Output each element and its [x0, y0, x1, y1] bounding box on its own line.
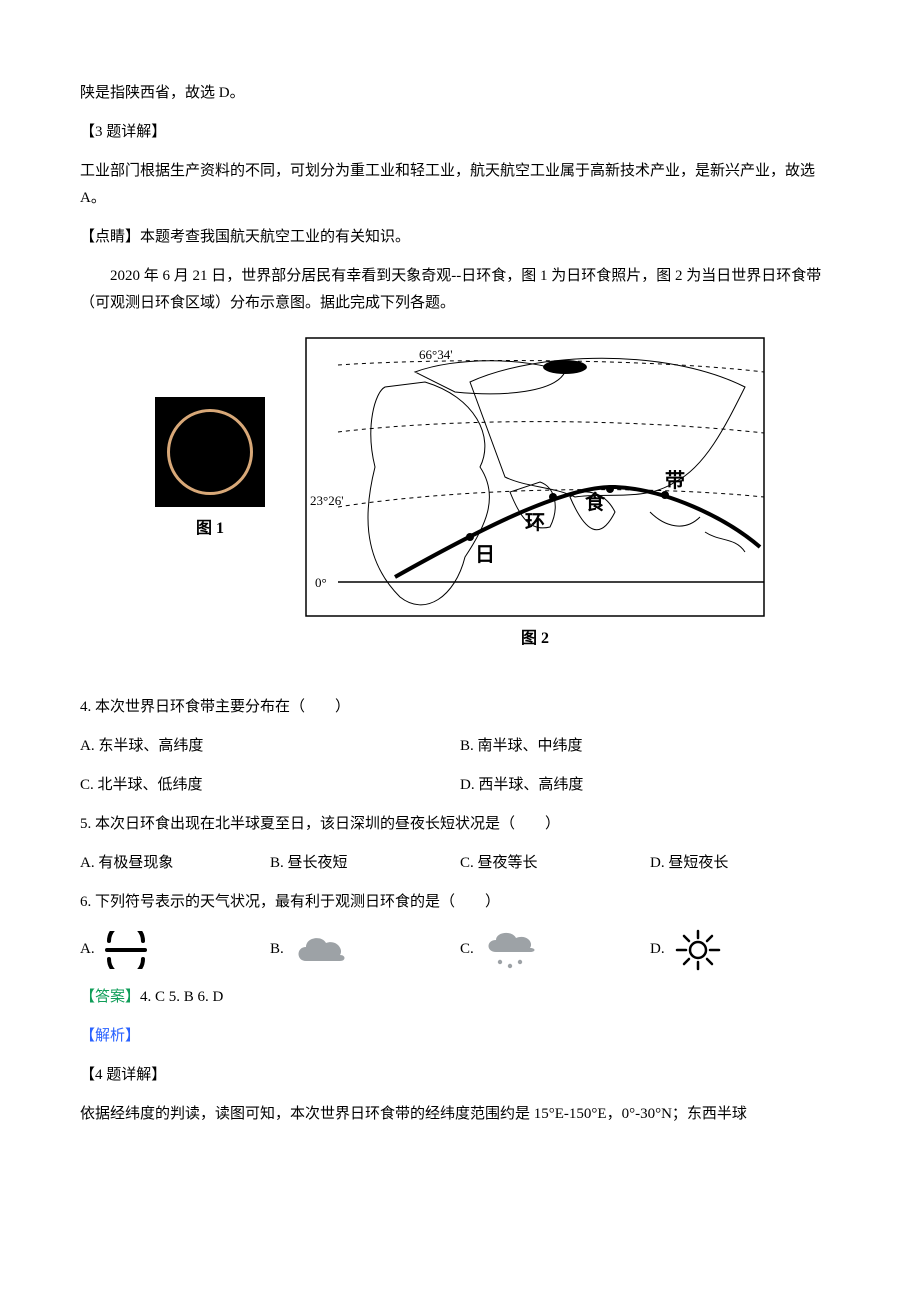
label-arctic: 66°34': [419, 347, 453, 362]
q4-heading: 【4 题详解】: [80, 1062, 840, 1089]
answers-line: 【答案】4. C 5. B 6. D: [80, 984, 840, 1011]
q6-c-label: C.: [460, 936, 474, 963]
annular-eclipse-photo: [155, 397, 265, 507]
q4-option-c: C. 北半球、低纬度: [80, 772, 460, 799]
q5-options: A. 有极昼现象 B. 昼长夜短 C. 昼夜等长 D. 昼短夜长: [80, 850, 840, 877]
sun-icon: [673, 929, 723, 971]
q4-option-d: D. 西半球、高纬度: [460, 772, 840, 799]
q5-option-d: D. 昼短夜长: [650, 850, 840, 877]
q5-option-c: C. 昼夜等长: [460, 850, 650, 877]
figure-1: 图 1: [155, 337, 265, 544]
band-char-1: 日: [475, 544, 495, 566]
q4-explanation: 依据经纬度的判读，读图可知，本次世界日环食带的经纬度范围约是 15°E-150°…: [80, 1101, 840, 1128]
cloud-icon: [292, 931, 348, 969]
q6-option-c: C.: [460, 928, 650, 972]
rain-icon: [482, 928, 538, 972]
q6-a-label: A.: [80, 936, 95, 963]
q6-options: A. B. C. D.: [80, 928, 840, 972]
q5-stem: 5. 本次日环食出现在北半球夏至日，该日深圳的昼夜长短状况是（ ）: [80, 811, 840, 838]
q5-option-a: A. 有极昼现象: [80, 850, 270, 877]
passage: 2020 年 6 月 21 日，世界部分居民有幸看到天象奇观--日环食，图 1 …: [80, 263, 840, 317]
analysis-label: 【解析】: [80, 1023, 840, 1050]
q3-heading: 【3 题详解】: [80, 119, 840, 146]
q6-stem: 6. 下列符号表示的天气状况，最有利于观测日环食的是（ ）: [80, 889, 840, 916]
hint: 【点睛】本题考查我国航天航空工业的有关知识。: [80, 224, 840, 251]
q6-option-a: A.: [80, 931, 270, 969]
q5-option-b: B. 昼长夜短: [270, 850, 460, 877]
label-tropic: 23°26': [310, 493, 344, 508]
q6-option-b: B.: [270, 931, 460, 969]
para-shanxi: 陕是指陕西省，故选 D。: [80, 80, 840, 107]
q4-option-b: B. 南半球、中纬度: [460, 733, 840, 760]
eclipse-map: 66°34' 23°26' 0° 日: [305, 337, 765, 617]
figures: 图 1 66°34' 23°26' 0°: [80, 337, 840, 654]
q3-explanation: 工业部门根据生产资料的不同，可划分为重工业和轻工业，航天航空工业属于高新技术产业…: [80, 158, 840, 212]
q4-option-a: A. 东半球、高纬度: [80, 733, 460, 760]
q6-b-label: B.: [270, 936, 284, 963]
figure-1-label: 图 1: [196, 515, 224, 544]
q6-d-label: D.: [650, 936, 665, 963]
figure-2: 66°34' 23°26' 0° 日: [305, 337, 765, 654]
band-char-2: 环: [525, 512, 545, 534]
band-char-3: 食: [585, 490, 606, 514]
answers-text: 4. C 5. B 6. D: [140, 989, 223, 1005]
q4-options-row2: C. 北半球、低纬度 D. 西半球、高纬度: [80, 772, 840, 799]
answers-label: 【答案】: [80, 989, 140, 1005]
band-char-4: 带: [665, 469, 685, 492]
figure-2-label: 图 2: [521, 625, 549, 654]
q4-stem: 4. 本次世界日环食带主要分布在（ ）: [80, 694, 840, 721]
q6-option-d: D.: [650, 929, 840, 971]
label-equator: 0°: [315, 575, 327, 590]
q4-options-row1: A. 东半球、高纬度 B. 南半球、中纬度: [80, 733, 840, 760]
fog-icon: [103, 931, 149, 969]
